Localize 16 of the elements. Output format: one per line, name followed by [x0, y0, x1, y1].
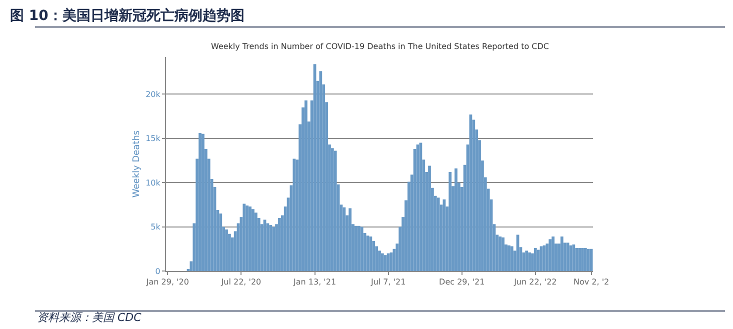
x-tick-label: Jan 13, '21 [292, 278, 336, 287]
chart-title: 图 10：美国日增新冠死亡病例趋势图 [10, 7, 244, 24]
y-axis-title: Weekly Deaths [132, 130, 142, 198]
y-tick-label: 20k [146, 90, 161, 99]
x-tick-label: Jan 29, '20 [145, 278, 189, 287]
y-tick-label: 0 [155, 266, 160, 276]
text: 资料来源：美国 CDC [37, 311, 142, 324]
x-tick-label: Nov 2, '2 [574, 278, 610, 287]
y-tick-label: 10k [146, 178, 161, 188]
y-tick-label: 5k [150, 222, 161, 232]
x-tick-label: Jun 22, '22 [513, 278, 557, 287]
x-tick-label: Dec 29, '21 [439, 278, 485, 287]
y-tick-label: 15k [146, 134, 161, 144]
x-tick-label: Jul 7, '21 [370, 278, 406, 287]
chart-subtitle: Weekly Trends in Number of COVID-19 Deaths in The United States Reported to CDC [211, 42, 550, 51]
x-tick-label: Jul 22, '20 [220, 278, 262, 287]
